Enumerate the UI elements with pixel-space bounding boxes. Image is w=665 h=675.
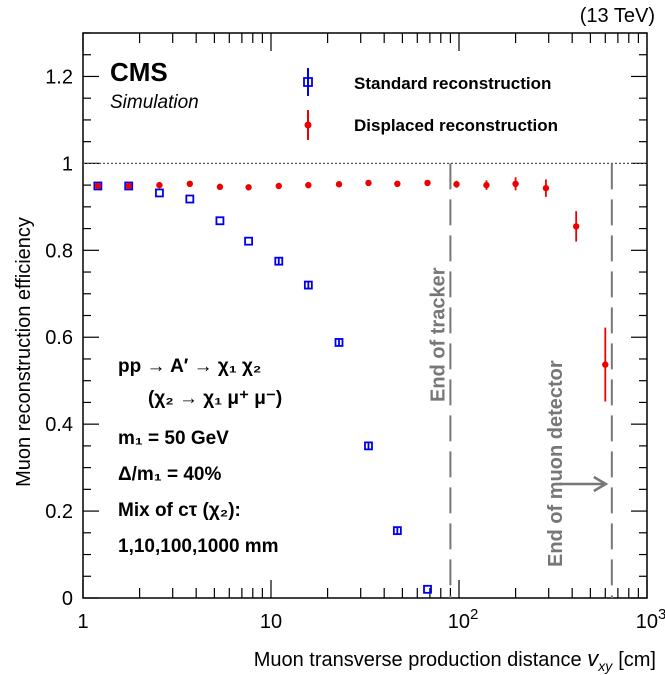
displaced-point-10: [394, 180, 401, 188]
mass-line: m₁ = 50 GeV: [118, 428, 229, 449]
standard-point-0: [93, 181, 103, 191]
process-annotation: pp → A′ → χ₁ χ₂ (χ₂ → χ₁ μ⁺ μ⁻) m₁ = 50 …: [118, 356, 282, 557]
standard-point-3: [185, 194, 195, 204]
standard-point-6: [274, 256, 284, 266]
displaced-point-14: [512, 180, 519, 188]
displaced-point-8: [335, 181, 343, 188]
standard-point-11: [423, 584, 432, 594]
end-of-muon-detector-label: End of muon detector: [545, 360, 567, 567]
y-tick-label: 0.2: [45, 501, 73, 523]
displaced-point-0: [94, 182, 102, 190]
displaced-point-9: [365, 179, 372, 187]
legend-displaced-label: Displaced reconstruction: [354, 116, 558, 135]
standard-point-5: [244, 236, 253, 246]
delta-line: Δ/m₁ = 40%: [118, 464, 221, 485]
standard-point-7: [303, 280, 313, 290]
y-axis-label: Muon reconstruction efficiency: [13, 217, 35, 487]
legend-standard-label: Standard reconstruction: [354, 74, 551, 93]
x-tick-label: 10: [260, 611, 282, 633]
displaced-point-4: [216, 183, 224, 191]
reference-lines: End of tracker End of muon detector: [83, 162, 647, 598]
displaced-point-13: [483, 181, 490, 189]
data-points: [93, 177, 609, 594]
arrow-head: [593, 475, 609, 493]
standard-point-1: [124, 181, 134, 191]
displaced-point-16: [572, 223, 580, 230]
y-tick-label: 0.4: [45, 414, 73, 436]
end-of-tracker-label: End of tracker: [427, 267, 449, 402]
process-line-2: (χ₂ → χ₁ μ⁺ μ⁻): [148, 388, 282, 409]
y-tick-label: 0: [62, 588, 73, 610]
energy-label: (13 TeV): [580, 5, 655, 27]
x-axis-subscript: xy: [597, 658, 613, 674]
x-tick-label: 102: [448, 606, 479, 633]
displaced-point-17: [602, 361, 609, 368]
x-axis-unit: [cm]: [618, 649, 656, 671]
displaced-point-7: [305, 181, 312, 189]
displaced-point-15: [542, 184, 550, 192]
standard-point-9: [364, 441, 373, 451]
displaced-point-2: [156, 181, 163, 189]
displaced-point-5: [245, 184, 252, 191]
standard-point-4: [215, 216, 225, 226]
x-axis-label: Muon transverse production distance vxy […: [254, 646, 656, 674]
y-tick-label: 0.8: [45, 240, 73, 262]
displaced-point-11: [424, 179, 431, 187]
x-axis-label-text: Muon transverse production distance: [254, 649, 582, 671]
displaced-point-6: [275, 182, 282, 190]
y-tick-label: 1: [62, 153, 73, 175]
displaced-point-12: [453, 181, 460, 188]
legend-standard-marker: [303, 77, 313, 87]
y-tick-label: 1.2: [45, 66, 73, 88]
simulation-label: Simulation: [110, 92, 199, 113]
x-tick-label: 1: [77, 611, 88, 633]
displaced-point-3: [186, 180, 194, 188]
standard-point-10: [392, 526, 402, 536]
x-tick-label: 103: [636, 606, 665, 633]
ctau-line: 1,10,100,1000 mm: [118, 536, 279, 557]
displaced-point-1: [125, 182, 132, 190]
x-axis-variable: v: [587, 646, 600, 671]
legend: Standard reconstruction Displaced recons…: [303, 68, 558, 140]
mix-line: Mix of cτ (χ₂):: [118, 500, 241, 521]
axes: 0 0.2 0.4 0.6 0.8 1 1.2 1 10 102 103: [45, 32, 665, 633]
legend-displaced-marker: [304, 121, 312, 129]
muon-detector-arrow: [559, 475, 609, 493]
process-line-1: pp → A′ → χ₁ χ₂: [118, 356, 261, 377]
y-tick-label: 0.6: [45, 327, 73, 349]
standard-point-2: [155, 188, 164, 198]
cms-label: CMS: [110, 57, 168, 87]
standard-point-8: [334, 338, 344, 347]
